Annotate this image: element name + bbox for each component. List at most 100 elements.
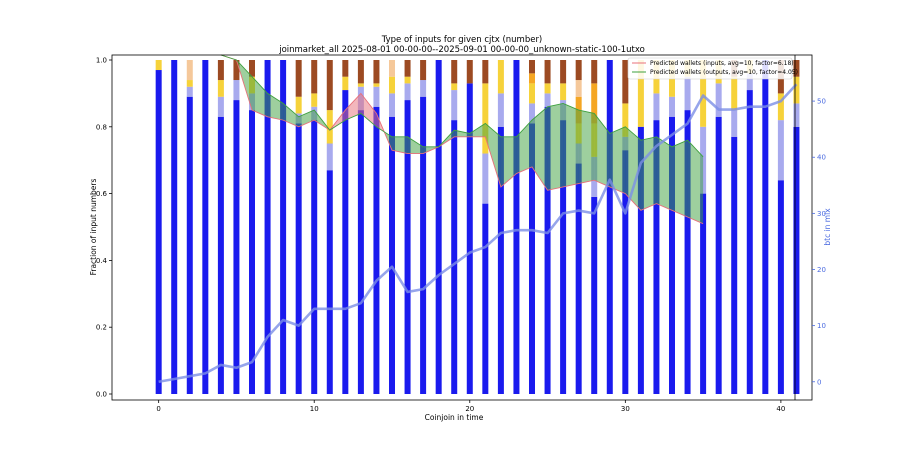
bar-segment-gold [451,83,458,91]
band-outputs-above [578,110,595,184]
bar-segment-gold [295,96,302,114]
bar-segment-gold [357,83,364,87]
bar-segment-blue [746,90,753,394]
bar-segment-blue [591,196,598,394]
bar-segment-blue [622,150,629,394]
band-outputs-above [609,126,626,194]
bar-segment-blue [171,60,178,394]
bar-segment-gold [342,76,349,91]
y-tick-label: 1.0 [96,57,107,65]
bar-segment-brown [295,60,302,97]
bar-segment-brown [326,60,333,111]
bar-segment-blue [389,116,395,394]
band-outputs-above [532,106,548,191]
y2-tick-label: 50 [817,98,826,106]
bar-segment-lightblue [420,80,427,97]
bar-segment-brown [793,60,800,77]
bar-segment-blue [715,116,722,394]
x-tick-label: 40 [776,405,785,413]
bar-segment-brown [529,60,535,74]
band-inputs-above [360,93,377,127]
bar-segment-lightblue [186,86,193,97]
bar-segment-brown [357,60,364,84]
x-tick-label: 30 [621,405,630,413]
x-axis-label: Coinjoin in time [425,413,484,422]
bar-segment-gold [793,76,800,104]
bar-segment-blue [731,136,738,394]
bar-segment-lightblue [746,73,753,91]
y-axis-label: Fraction of input numbers [89,179,98,276]
bar-segment-lightblue [451,90,458,121]
band-outputs-above [407,136,424,154]
bar-segment-lightblue [793,103,800,127]
bar-segment-blue [466,83,473,394]
band-outputs-above [267,93,284,121]
bar-segment-blue [373,106,380,394]
bar-segment-blue [233,100,240,394]
bar-segment-gold [155,60,162,71]
bar-segment-gold [217,80,224,97]
bar-segment-brown [544,60,551,84]
x-tick-label: 0 [156,405,160,413]
bar-segment-lightblue [326,143,333,171]
y-tick-label: 0.8 [96,123,107,131]
bar-segment-gold [186,80,193,87]
bar-segment-lightblue [217,96,224,117]
y2-tick-label: 0 [817,378,821,386]
bar-segment-gold [622,103,629,137]
bar-segment-brown [233,60,240,81]
bar-segment-blue [326,170,333,394]
bar-segment-gold [389,76,395,94]
bar-segment-brown [404,60,411,77]
bar-segment-blue [264,60,271,394]
bar-segment-blue [575,163,582,394]
bar-segment-brown [482,60,489,84]
band-outputs-above [656,136,672,211]
band-outputs-above [298,110,315,127]
y-tick-label: 0.6 [96,190,108,198]
band-outputs-above [547,103,564,191]
bar-segment-peach [389,60,395,77]
y-tick-label: 0.2 [96,324,107,332]
x-axis-ticks: 0 10 20 30 40 [156,400,785,413]
bar-segment-blue [637,126,644,395]
bar-segment-blue [217,116,224,394]
band-outputs-above [687,140,704,224]
bar-segment-blue [155,70,162,395]
band-outputs-above [469,123,486,137]
bar-segment-blue [280,60,287,394]
bar-segment-lightblue [233,80,240,101]
x-tick-label: 10 [310,405,319,413]
bar-segment-blue [684,110,691,394]
plot-frame [111,54,813,401]
bar-segment-brown [451,60,458,84]
legend-box [627,57,793,80]
band-outputs-above [485,123,501,187]
bar-segment-lightblue [529,103,535,124]
bar-segment-brown [560,60,567,84]
bar-segment-lightblue [373,86,380,107]
bar-segment-blue [762,60,769,394]
bar-segment-blue [404,100,411,394]
bar-segment-lightblue [669,96,675,117]
bar-segment-blue [482,203,489,394]
bar-segment-brown [420,60,427,81]
bar-segment-gold [529,83,535,104]
line-predicted-inputs [220,54,704,225]
bar-segment-blue [186,96,193,395]
bar-segment-blue [793,126,800,395]
bar-segment-gold [560,83,567,101]
y-tick-label: 0.4 [96,257,108,265]
legend: Predicted wallets (inputs, avg=10, facto… [627,57,798,80]
line-predicted-outputs [220,54,704,158]
bar-segment-lightblue [497,93,504,127]
bar-segment-brown [622,60,629,104]
bar-segment-lightblue [715,83,722,117]
bar-segment-brown [591,60,598,84]
legend-label-outputs: Predicted wallets (outputs, avg=10, fact… [650,69,798,76]
bar-segment-blue [606,60,613,394]
btc-in-mix-line [158,83,798,384]
bar-segment-gold [700,60,707,127]
bar-segment-brown [342,60,349,77]
